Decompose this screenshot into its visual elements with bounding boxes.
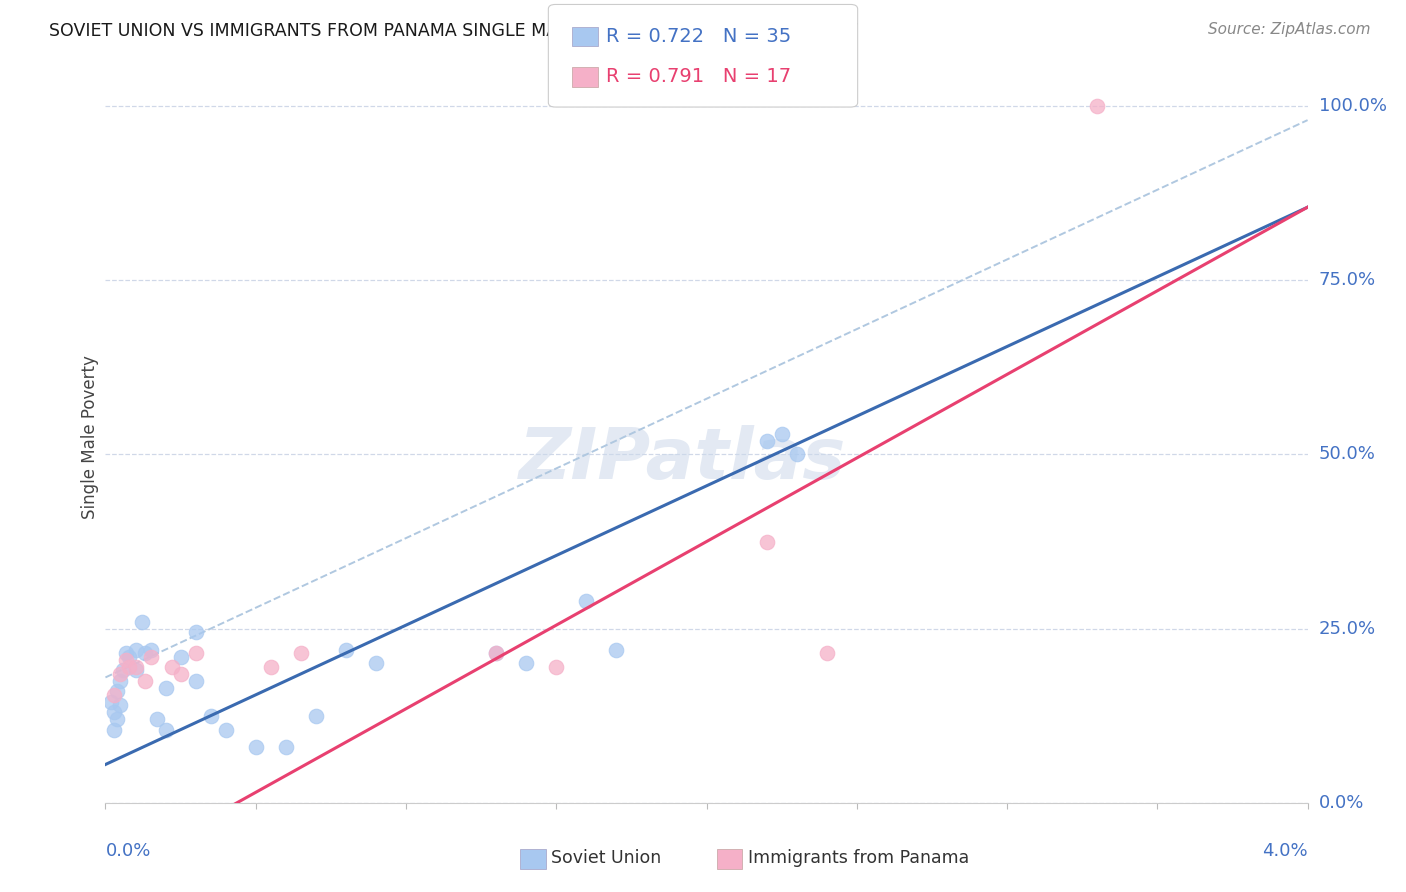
Point xyxy=(605,642,627,657)
Point xyxy=(124,642,146,657)
Point xyxy=(786,448,808,462)
Text: 50.0%: 50.0% xyxy=(1319,445,1375,464)
Point xyxy=(184,625,207,640)
Point xyxy=(139,642,162,657)
Point xyxy=(139,649,162,664)
Point xyxy=(1085,99,1108,113)
Point xyxy=(107,684,129,698)
Point xyxy=(214,723,236,737)
Point xyxy=(155,681,177,695)
Point xyxy=(290,646,312,660)
Point xyxy=(169,667,191,681)
Text: 0.0%: 0.0% xyxy=(105,842,150,860)
Point xyxy=(115,653,138,667)
Point xyxy=(485,646,508,660)
Text: Source: ZipAtlas.com: Source: ZipAtlas.com xyxy=(1208,22,1371,37)
Point xyxy=(364,657,387,671)
Point xyxy=(134,646,156,660)
Text: 100.0%: 100.0% xyxy=(1319,97,1386,115)
Text: 75.0%: 75.0% xyxy=(1319,271,1376,289)
Y-axis label: Single Male Poverty: Single Male Poverty xyxy=(80,355,98,519)
Point xyxy=(755,434,778,448)
Point xyxy=(184,673,207,688)
Point xyxy=(575,594,598,608)
Point xyxy=(335,642,357,657)
Point xyxy=(815,646,838,660)
Point xyxy=(100,695,122,709)
Point xyxy=(107,712,129,726)
Text: 0.0%: 0.0% xyxy=(1319,794,1364,812)
Text: SOVIET UNION VS IMMIGRANTS FROM PANAMA SINGLE MALE POVERTY CORRELATION CHART: SOVIET UNION VS IMMIGRANTS FROM PANAMA S… xyxy=(49,22,858,40)
Point xyxy=(103,723,125,737)
Point xyxy=(103,688,125,702)
Point xyxy=(200,708,222,723)
Point xyxy=(305,708,328,723)
Point xyxy=(274,740,297,755)
Text: 25.0%: 25.0% xyxy=(1319,620,1376,638)
Point xyxy=(124,660,146,674)
Point xyxy=(134,673,156,688)
Point xyxy=(160,660,183,674)
Point xyxy=(245,740,267,755)
Text: 4.0%: 4.0% xyxy=(1263,842,1308,860)
Text: Soviet Union: Soviet Union xyxy=(551,849,661,867)
Point xyxy=(112,664,135,678)
Text: Immigrants from Panama: Immigrants from Panama xyxy=(748,849,969,867)
Point xyxy=(118,660,141,674)
Point xyxy=(155,723,177,737)
Text: R = 0.722   N = 35: R = 0.722 N = 35 xyxy=(606,27,792,46)
Point xyxy=(124,664,146,678)
Point xyxy=(131,615,153,629)
Text: R = 0.791   N = 17: R = 0.791 N = 17 xyxy=(606,67,792,87)
Point xyxy=(115,646,138,660)
Point xyxy=(770,426,793,441)
Point xyxy=(515,657,537,671)
Point xyxy=(184,646,207,660)
Point xyxy=(260,660,283,674)
Text: ZIPatlas: ZIPatlas xyxy=(519,425,846,493)
Point xyxy=(110,673,132,688)
Point xyxy=(546,660,568,674)
Point xyxy=(169,649,191,664)
Point xyxy=(103,705,125,719)
Point xyxy=(110,667,132,681)
Point xyxy=(755,534,778,549)
Point xyxy=(118,649,141,664)
Point xyxy=(145,712,167,726)
Point xyxy=(485,646,508,660)
Point xyxy=(110,698,132,713)
